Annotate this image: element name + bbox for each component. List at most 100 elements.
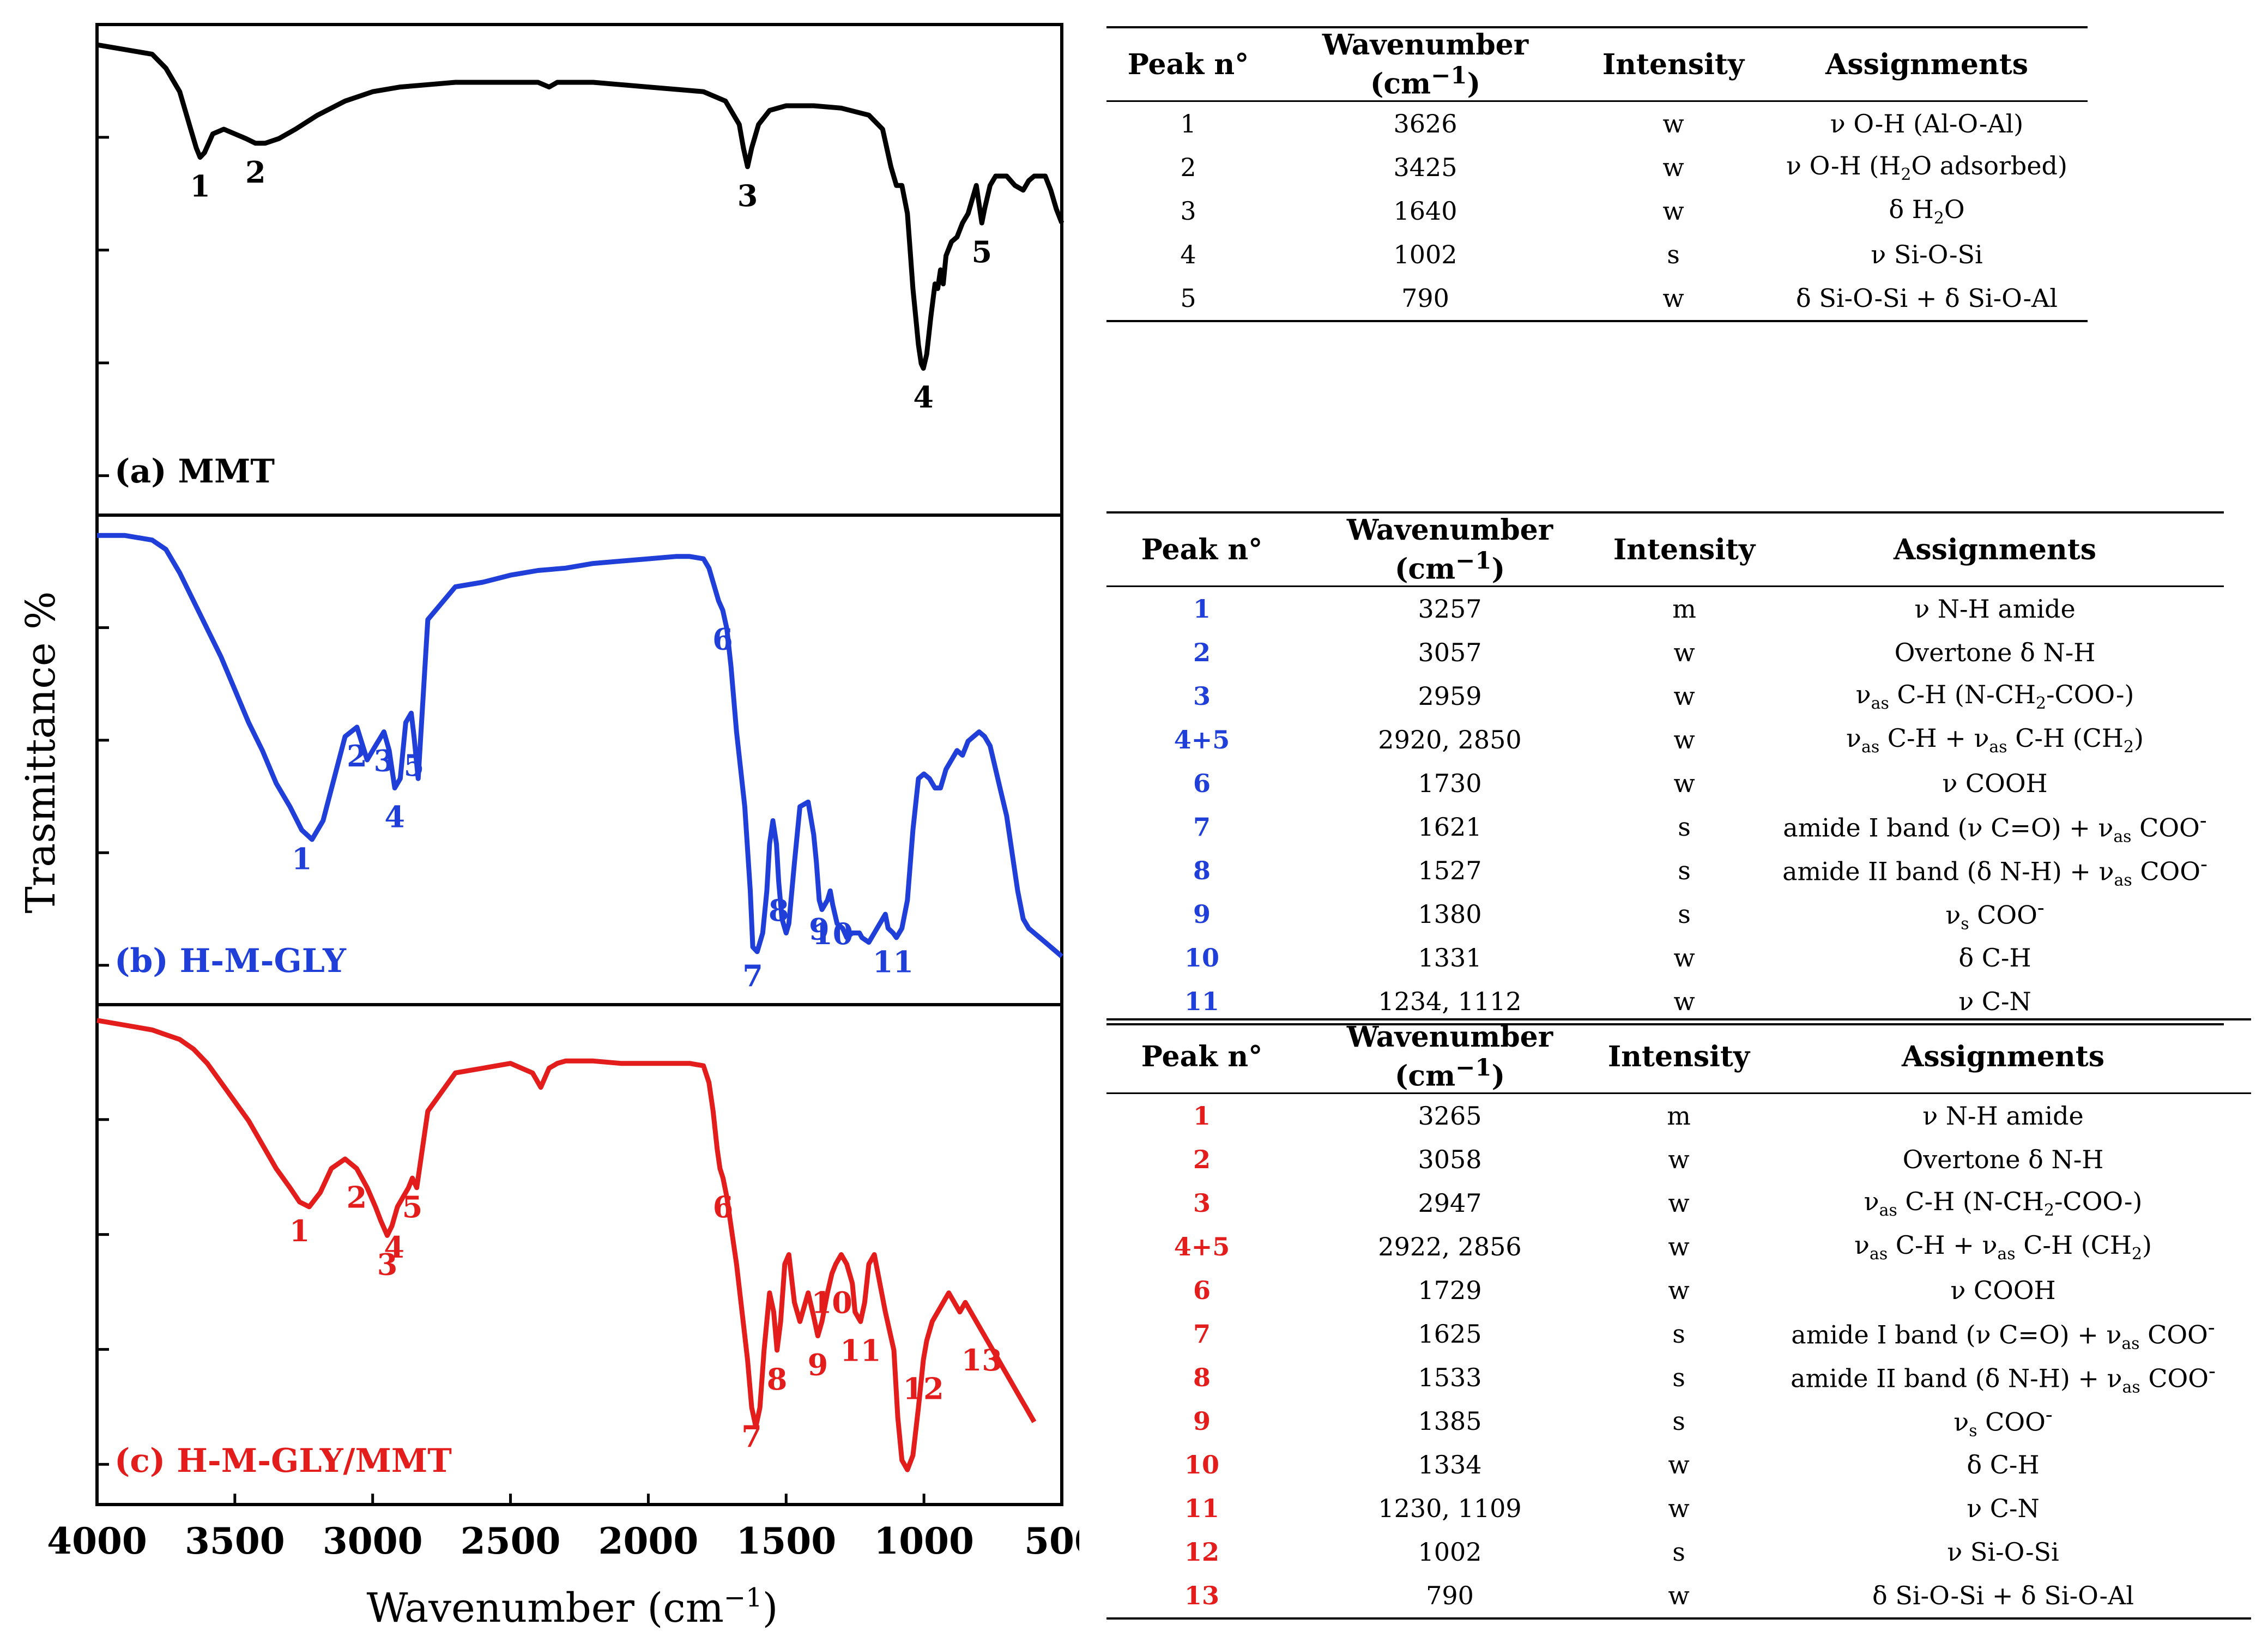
- table-row: 4 1002 s ν Si-O-Si: [1106, 233, 2088, 276]
- column-header: Intensity: [1581, 26, 1766, 102]
- peak-label: 2: [347, 739, 367, 774]
- panel-mmt: (a) MMT 1 2 3 4 5: [95, 23, 1065, 517]
- peak-cell: 2: [1193, 1145, 1211, 1175]
- column-header: Peak n°: [1106, 511, 1297, 588]
- column-header: Intensity: [1602, 1018, 1755, 1095]
- table-row: 10 1334 w δ C-H: [1106, 1443, 2251, 1487]
- peak-cell: 3: [1193, 681, 1211, 711]
- wavenumber-cell: 1533: [1418, 1363, 1482, 1393]
- table-row: 1 3265 m ν N-H amide: [1106, 1094, 2251, 1138]
- peak-label: 9: [809, 911, 830, 946]
- intensity-cell: w: [1662, 196, 1684, 226]
- peak-label: 12: [903, 1371, 944, 1406]
- intensity-cell: w: [1602, 1574, 1755, 1620]
- peak-cell: 12: [1184, 1537, 1219, 1567]
- peak-label: 4: [384, 799, 405, 834]
- peak-label: 10: [812, 916, 853, 951]
- peak-label: 5: [402, 1189, 423, 1224]
- peak-cell: 9: [1193, 1406, 1211, 1436]
- column-header: Intensity: [1602, 511, 1766, 588]
- assignment-cell: ν C-N: [1967, 1494, 2040, 1524]
- assignment-cell: δ Si-O-Si + δ Si-O-Al: [1766, 276, 2088, 323]
- assignment-cell: amide II band (δ N-H) + νas COO-: [1791, 1358, 2216, 1397]
- peak-cell: 13: [1106, 1574, 1297, 1620]
- intensity-cell: w: [1668, 1450, 1690, 1480]
- table-row: 8 1527 s amide II band (δ N-H) + νas COO-: [1106, 849, 2224, 892]
- wavenumber-cell: 1380: [1418, 899, 1482, 929]
- wavenumber-cell: 1234, 1112: [1297, 980, 1602, 1026]
- wavenumber-cell: 790: [1297, 1574, 1602, 1620]
- peak-label: 8: [767, 1362, 788, 1397]
- intensity-cell: s: [1672, 1363, 1685, 1393]
- column-header: Peak n°: [1106, 26, 1270, 102]
- table-row: 6 1729 w ν COOH: [1106, 1269, 2251, 1312]
- table-row: 13 790 w δ Si-O-Si + δ Si-O-Al: [1106, 1574, 2251, 1620]
- peak-cell: 1: [1193, 1101, 1211, 1131]
- table-row: 11 1234, 1112 w ν C-N: [1106, 980, 2224, 1026]
- assignment-cell: ν O-H (H2O adsorbed): [1786, 150, 2067, 184]
- column-header: Wavenumber (cm−1): [1270, 26, 1581, 102]
- table-row: 3 1640 w δ H2O: [1106, 189, 2088, 233]
- wavenumber-cell: 1730: [1418, 769, 1482, 799]
- table-row: 2 3425 w ν O-H (H2O adsorbed): [1106, 146, 2088, 189]
- assignment-cell: νas C-H (N-CH2-COO-): [1855, 679, 2134, 713]
- intensity-cell: s: [1672, 1537, 1685, 1567]
- peak-cell: 4+5: [1174, 725, 1230, 755]
- table-row: 1 3626 w ν O-H (Al-O-Al): [1106, 101, 2088, 146]
- spectrum-line-mmt: [96, 42, 1065, 371]
- intensity-cell: s: [1678, 899, 1691, 929]
- intensity-cell: s: [1672, 1406, 1685, 1436]
- table-header-row: Peak n° Wavenumber (cm−1) Intensity Assignm…: [1106, 1018, 2251, 1095]
- wavenumber-cell: 1002: [1418, 1537, 1482, 1567]
- wavenumber-cell: 1385: [1418, 1406, 1482, 1436]
- table-header-row: Peak n° Wavenumber (cm−1) Intensity Assignm…: [1106, 26, 2088, 102]
- peak-cell: 7: [1193, 812, 1211, 842]
- wavenumber-cell: 1527: [1418, 856, 1482, 886]
- assignment-cell: ν N-H amide: [1914, 594, 2076, 624]
- assignment-cell: νs COO-: [1953, 1402, 2053, 1441]
- assignment-cell: ν O-H (Al-O-Al): [1830, 109, 2024, 139]
- table-row: 2 3057 w Overtone δ N-H: [1106, 631, 2224, 674]
- table-row: 1 3257 m ν N-H amide: [1106, 587, 2224, 631]
- peak-label: 6: [712, 621, 733, 656]
- panel-frame: [95, 514, 1063, 1006]
- peak-cell: 6: [1193, 769, 1211, 799]
- wavenumber-cell: 3265: [1418, 1101, 1482, 1131]
- peak-cell: 3: [1180, 196, 1196, 226]
- intensity-cell: w: [1662, 153, 1684, 183]
- peak-cell: 2: [1193, 638, 1211, 668]
- assignment-cell: νs COO-: [1945, 895, 2045, 934]
- intensity-cell: w: [1581, 276, 1766, 323]
- x-tick-label: 2000: [598, 1520, 699, 1562]
- peak-label: 9: [808, 1348, 828, 1382]
- column-header: Assignments: [1766, 26, 2088, 102]
- assignment-cell: ν Si-O-Si: [1947, 1537, 2059, 1567]
- table-row: 2 3058 w Overtone δ N-H: [1106, 1138, 2251, 1181]
- assignment-cell: νas C-H + νas C-H (CH2): [1854, 1230, 2152, 1264]
- intensity-cell: w: [1668, 1276, 1690, 1306]
- assignment-cell: amide II band (δ N-H) + νas COO-: [1782, 851, 2207, 890]
- x-tick-label: 1000: [874, 1520, 974, 1562]
- peak-label: 3: [377, 1247, 398, 1282]
- intensity-cell: w: [1662, 109, 1684, 139]
- table-hmgly-peaks: Peak n° Wavenumber (cm−1) Intensity Assignm…: [1106, 511, 2224, 1026]
- table-row: 12 1002 s ν Si-O-Si: [1106, 1530, 2251, 1574]
- panel-label: (a) MMT: [114, 452, 275, 491]
- peak-label: 5: [404, 748, 425, 783]
- peak-cell: 4+5: [1174, 1232, 1230, 1262]
- peak-label: 3: [737, 178, 758, 213]
- assignment-cell: amide I band (ν C=O) + νas COO-: [1791, 1315, 2215, 1354]
- intensity-cell: w: [1668, 1494, 1690, 1524]
- table-row: 10 1331 w δ C-H: [1106, 936, 2224, 980]
- table-row: 7 1621 s amide I band (ν C=O) + νas COO-: [1106, 805, 2224, 849]
- wavenumber-cell: 1621: [1418, 812, 1482, 842]
- table-row: 5 790 w δ Si-O-Si + δ Si-O-Al: [1106, 276, 2088, 323]
- assignment-cell: ν C-N: [1766, 980, 2224, 1026]
- assignment-cell: νas C-H (N-CH2-COO-): [1864, 1186, 2143, 1220]
- table-row: 11 1230, 1109 w ν C-N: [1106, 1487, 2251, 1530]
- intensity-cell: s: [1678, 812, 1691, 842]
- peak-label: 13: [961, 1343, 1002, 1378]
- intensity-cell: w: [1673, 638, 1695, 668]
- assignment-cell: νas C-H + νas C-H (CH2): [1846, 723, 2144, 757]
